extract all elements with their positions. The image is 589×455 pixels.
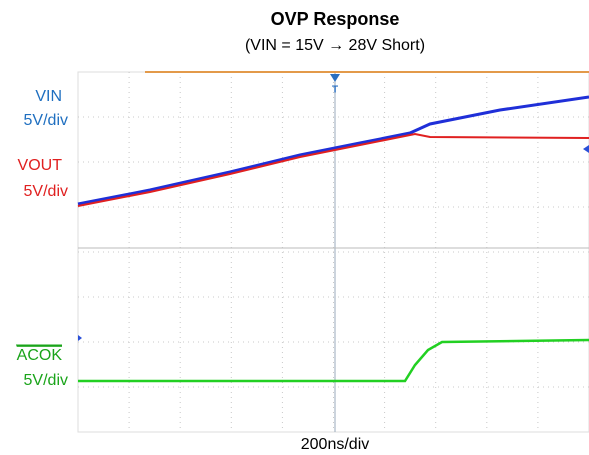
vin-label: VIN (35, 88, 62, 105)
subtitle: (VIN = 15V → 28V Short) (245, 37, 425, 54)
acok-label: ACOK (17, 347, 63, 364)
vout-scale: 5V/div (24, 183, 68, 200)
acok-scale: 5V/div (24, 372, 68, 389)
title: OVP Response (271, 9, 400, 29)
graticule: T (77, 71, 589, 433)
vin-scale: 5V/div (24, 112, 68, 129)
grid (78, 72, 589, 432)
trigger-letter: T (332, 85, 338, 96)
trigger-marker (330, 74, 340, 82)
acok-ref (78, 335, 82, 341)
vin-trace (77, 95, 589, 206)
vout-trace (77, 132, 589, 207)
vout-label: VOUT (18, 157, 63, 174)
acok-trace (78, 338, 589, 383)
vin-ref (583, 145, 589, 153)
timebase: 200ns/div (301, 436, 370, 453)
